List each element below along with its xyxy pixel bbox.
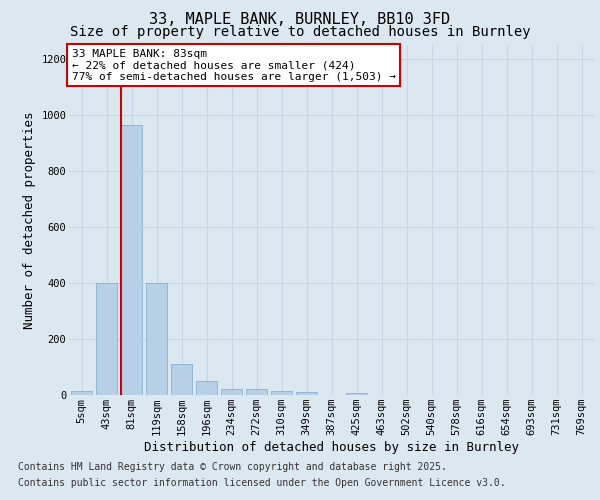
Bar — [346, 393, 367, 395]
Bar — [121, 125, 142, 395]
Bar — [196, 381, 217, 395]
Text: Contains public sector information licensed under the Open Government Licence v3: Contains public sector information licen… — [18, 478, 506, 488]
Bar — [296, 392, 317, 395]
Bar — [146, 283, 167, 395]
Y-axis label: Number of detached properties: Number of detached properties — [23, 112, 35, 329]
Bar — [171, 364, 192, 395]
Text: 33 MAPLE BANK: 83sqm
← 22% of detached houses are smaller (424)
77% of semi-deta: 33 MAPLE BANK: 83sqm ← 22% of detached h… — [71, 48, 395, 82]
Bar — [271, 392, 292, 395]
Text: Contains HM Land Registry data © Crown copyright and database right 2025.: Contains HM Land Registry data © Crown c… — [18, 462, 447, 472]
Bar — [96, 283, 117, 395]
Bar — [71, 391, 92, 395]
X-axis label: Distribution of detached houses by size in Burnley: Distribution of detached houses by size … — [144, 441, 519, 454]
Bar — [246, 389, 267, 395]
Bar — [221, 389, 242, 395]
Text: 33, MAPLE BANK, BURNLEY, BB10 3FD: 33, MAPLE BANK, BURNLEY, BB10 3FD — [149, 12, 451, 28]
Text: Size of property relative to detached houses in Burnley: Size of property relative to detached ho… — [70, 25, 530, 39]
